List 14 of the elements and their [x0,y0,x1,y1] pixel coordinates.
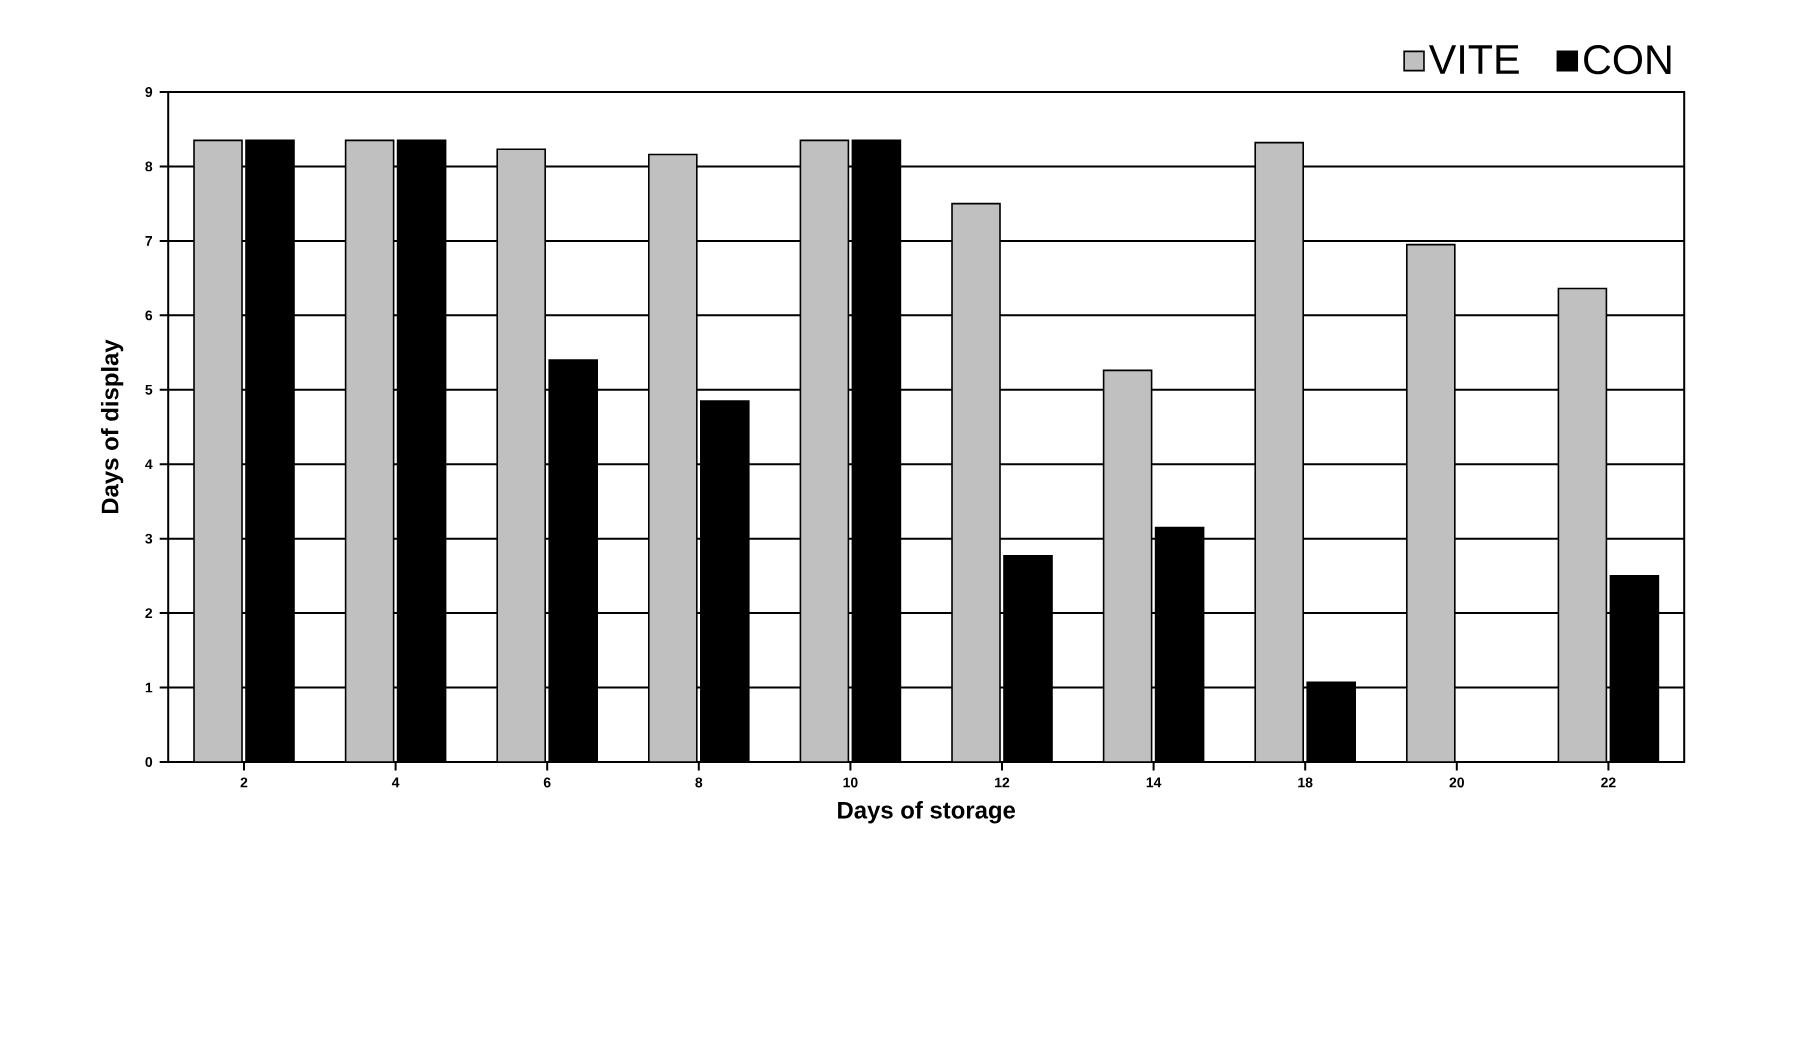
bar [1406,243,1456,762]
x-axis-title: Days of storage [838,801,1016,824]
bar [193,139,243,762]
bar [648,153,698,762]
bar [1254,141,1305,762]
bar [496,148,547,762]
legend-label: CON [1584,45,1671,75]
legend-label: VITE [1428,45,1519,74]
y-axis-title: Days of display [100,339,124,514]
bar [1557,287,1608,762]
bar [799,139,850,762]
bar [344,139,395,762]
bar [1102,369,1153,762]
bar [952,203,1001,762]
